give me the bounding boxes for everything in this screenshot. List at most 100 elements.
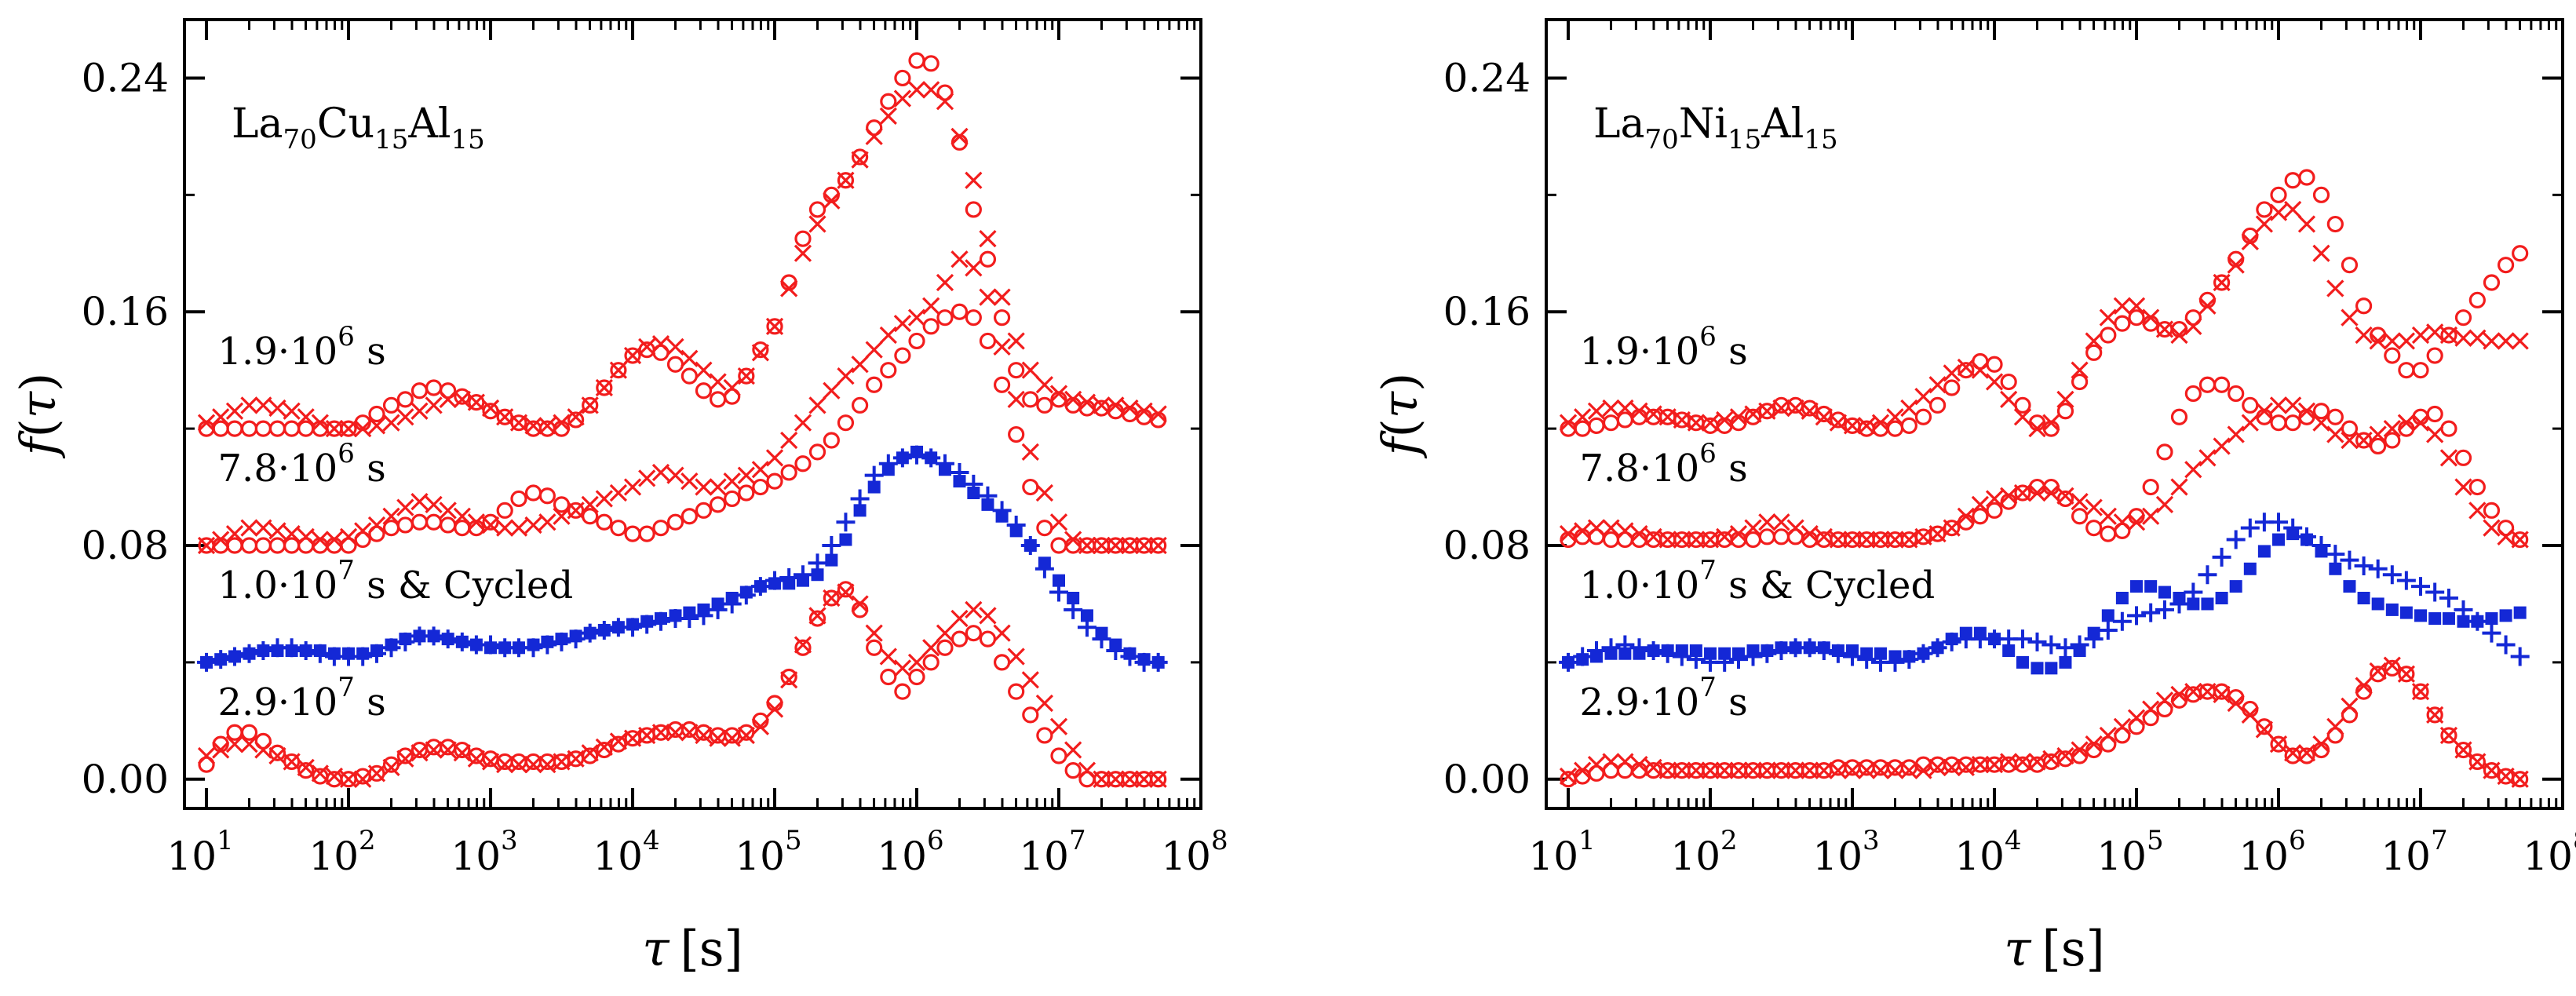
data-point <box>1121 770 1139 788</box>
data-point <box>2512 245 2529 262</box>
data-point <box>2071 508 2089 525</box>
x-tick-label: 104 <box>593 825 659 879</box>
data-point <box>239 644 259 663</box>
data-point <box>2130 580 2144 593</box>
data-point <box>481 516 500 534</box>
data-point <box>2412 362 2429 379</box>
data-point <box>2042 750 2060 768</box>
data-point <box>1801 399 1819 417</box>
data-point <box>780 671 798 689</box>
data-point <box>2272 533 2286 546</box>
data-point <box>695 382 713 399</box>
data-point <box>1080 609 1093 622</box>
data-point <box>851 595 869 613</box>
data-point <box>567 750 585 768</box>
data-point <box>1957 507 1975 525</box>
data-point <box>1815 761 1833 779</box>
data-point <box>524 417 542 435</box>
data-point <box>921 448 941 468</box>
data-point <box>553 753 571 771</box>
data-point <box>624 525 641 542</box>
data-point <box>595 738 613 756</box>
data-point <box>1064 600 1083 619</box>
data-point <box>737 367 755 385</box>
data-point <box>2056 403 2074 420</box>
data-point <box>2329 562 2342 575</box>
data-point <box>2085 735 2103 753</box>
data-point <box>893 89 912 108</box>
data-point <box>993 288 1011 306</box>
data-point <box>1857 650 1877 669</box>
data-point <box>922 318 940 335</box>
data-point <box>808 215 826 233</box>
x-tick-label: 105 <box>735 825 801 879</box>
data-point <box>1673 410 1691 429</box>
data-point <box>993 309 1011 327</box>
data-point <box>766 472 783 490</box>
data-point <box>2442 612 2455 626</box>
data-point <box>553 496 571 513</box>
data-point <box>823 381 841 399</box>
data-point <box>1035 694 1054 713</box>
data-point <box>680 472 699 491</box>
data-point <box>2354 556 2373 576</box>
data-point <box>2468 611 2487 631</box>
data-point <box>780 464 797 481</box>
data-point <box>311 764 329 783</box>
series-label: 7.8·106 s <box>218 438 386 491</box>
x-tick-label: 108 <box>2523 825 2576 879</box>
data-point <box>1942 632 1961 651</box>
data-point <box>1135 402 1153 420</box>
data-point <box>2028 756 2046 773</box>
data-point <box>2013 753 2032 771</box>
data-point <box>2411 326 2430 345</box>
data-point <box>2184 385 2202 403</box>
data-point <box>723 472 741 491</box>
data-point <box>2312 414 2330 432</box>
data-point <box>709 496 727 513</box>
x-tick-label: 104 <box>1954 825 2021 879</box>
data-point <box>2155 691 2174 710</box>
data-point <box>793 565 812 585</box>
data-point <box>297 758 315 777</box>
data-point <box>1602 753 1620 771</box>
data-point <box>566 629 586 649</box>
data-point <box>596 379 613 396</box>
data-point <box>2228 385 2245 403</box>
data-point <box>695 478 713 496</box>
data-point <box>325 767 344 786</box>
data-point <box>2440 420 2457 437</box>
data-point <box>254 396 272 414</box>
data-point <box>1800 638 1819 658</box>
data-point <box>666 721 684 739</box>
data-point <box>1573 647 1593 666</box>
data-point <box>808 610 826 627</box>
data-point <box>2439 589 2458 607</box>
data-point <box>538 417 556 435</box>
data-point <box>594 620 614 640</box>
data-point <box>2198 682 2217 701</box>
data-point <box>1007 390 1025 409</box>
data-point <box>610 520 627 537</box>
data-point <box>2028 483 2046 502</box>
data-point <box>979 288 997 306</box>
data-point <box>992 501 1012 520</box>
data-point <box>283 420 301 437</box>
data-point <box>2241 232 2259 251</box>
data-point <box>595 378 613 397</box>
data-point <box>1928 758 1947 777</box>
data-point <box>2326 408 2344 425</box>
data-point <box>1602 414 1620 432</box>
data-point <box>2457 615 2470 628</box>
data-point <box>1728 650 1748 669</box>
data-point <box>2042 483 2060 502</box>
data-point <box>481 753 500 771</box>
data-point <box>2510 647 2530 666</box>
data-point <box>2468 329 2487 347</box>
data-point <box>2496 635 2516 655</box>
data-point <box>2213 685 2231 703</box>
data-point <box>695 502 713 519</box>
data-point <box>2270 735 2287 753</box>
data-point <box>425 396 443 414</box>
data-point <box>339 527 358 545</box>
